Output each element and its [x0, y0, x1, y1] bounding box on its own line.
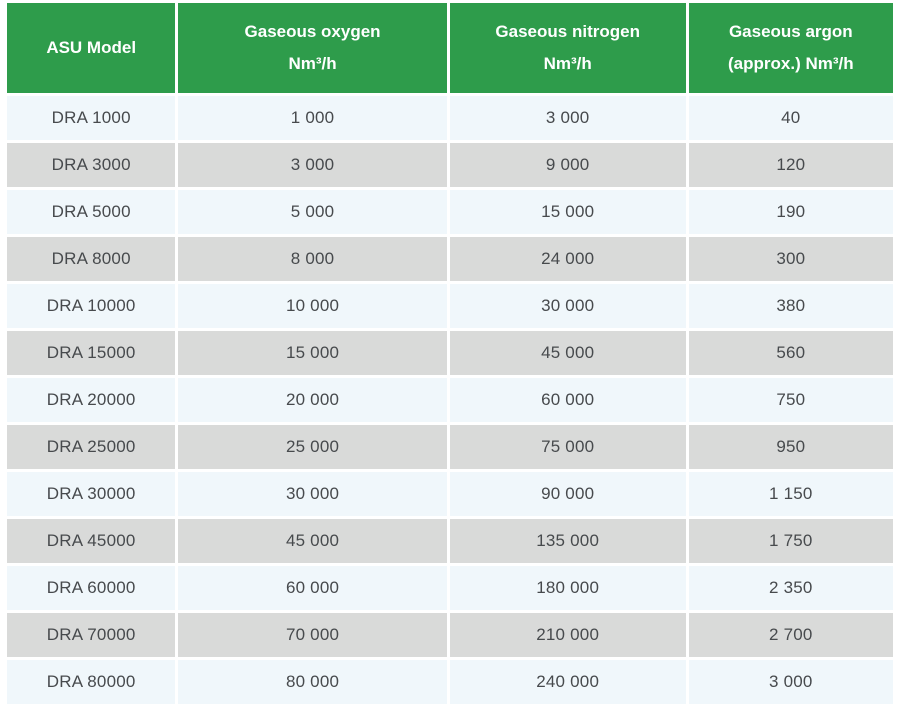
cell-model: DRA 1000 [7, 96, 176, 140]
cell-model: DRA 3000 [7, 143, 176, 187]
header-row: ASU Model Gaseous oxygen Nm³/h Gaseous n… [7, 3, 893, 93]
cell-model: DRA 25000 [7, 425, 176, 469]
column-header-label: Gaseous nitrogen [495, 22, 640, 42]
cell-model: DRA 20000 [7, 378, 176, 422]
cell-oxygen: 30 000 [178, 472, 447, 516]
table-row: DRA 3000 3 000 9 000 120 [7, 143, 893, 187]
cell-argon: 380 [688, 284, 893, 328]
cell-nitrogen: 240 000 [449, 660, 686, 704]
cell-nitrogen: 24 000 [449, 237, 686, 281]
cell-oxygen: 1 000 [178, 96, 447, 140]
column-header-asu-model: ASU Model [7, 3, 176, 93]
cell-nitrogen: 60 000 [449, 378, 686, 422]
table-row: DRA 25000 25 000 75 000 950 [7, 425, 893, 469]
column-header-gaseous-nitrogen: Gaseous nitrogen Nm³/h [449, 3, 686, 93]
cell-nitrogen: 135 000 [449, 519, 686, 563]
cell-model: DRA 60000 [7, 566, 176, 610]
table-row: DRA 20000 20 000 60 000 750 [7, 378, 893, 422]
cell-model: DRA 10000 [7, 284, 176, 328]
cell-nitrogen: 90 000 [449, 472, 686, 516]
cell-argon: 560 [688, 331, 893, 375]
cell-model: DRA 5000 [7, 190, 176, 234]
cell-argon: 1 750 [688, 519, 893, 563]
cell-argon: 750 [688, 378, 893, 422]
cell-argon: 2 700 [688, 613, 893, 657]
cell-nitrogen: 30 000 [449, 284, 686, 328]
table-row: DRA 5000 5 000 15 000 190 [7, 190, 893, 234]
column-header-label: ASU Model [46, 37, 137, 57]
cell-model: DRA 70000 [7, 613, 176, 657]
cell-nitrogen: 45 000 [449, 331, 686, 375]
column-header-gaseous-oxygen: Gaseous oxygen Nm³/h [178, 3, 447, 93]
column-header-label: Gaseous oxygen [244, 22, 381, 42]
cell-argon: 190 [688, 190, 893, 234]
cell-oxygen: 5 000 [178, 190, 447, 234]
cell-model: DRA 15000 [7, 331, 176, 375]
cell-nitrogen: 210 000 [449, 613, 686, 657]
asu-capacity-table: ASU Model Gaseous oxygen Nm³/h Gaseous n… [4, 0, 896, 707]
cell-oxygen: 80 000 [178, 660, 447, 704]
column-header-unit: Nm³/h [543, 53, 592, 73]
table-row: DRA 1000 1 000 3 000 40 [7, 96, 893, 140]
cell-nitrogen: 75 000 [449, 425, 686, 469]
column-header-gaseous-argon: Gaseous argon (approx.) Nm³/h [688, 3, 893, 93]
cell-argon: 40 [688, 96, 893, 140]
cell-oxygen: 25 000 [178, 425, 447, 469]
table-row: DRA 30000 30 000 90 000 1 150 [7, 472, 893, 516]
table-row: DRA 45000 45 000 135 000 1 750 [7, 519, 893, 563]
cell-oxygen: 8 000 [178, 237, 447, 281]
cell-oxygen: 15 000 [178, 331, 447, 375]
table-row: DRA 60000 60 000 180 000 2 350 [7, 566, 893, 610]
cell-nitrogen: 180 000 [449, 566, 686, 610]
table-row: DRA 15000 15 000 45 000 560 [7, 331, 893, 375]
cell-model: DRA 80000 [7, 660, 176, 704]
column-header-unit: (approx.) Nm³/h [728, 53, 854, 73]
cell-nitrogen: 9 000 [449, 143, 686, 187]
column-header-label: Gaseous argon [728, 22, 853, 42]
table-row: DRA 80000 80 000 240 000 3 000 [7, 660, 893, 704]
cell-oxygen: 70 000 [178, 613, 447, 657]
column-header-unit: Nm³/h [288, 53, 337, 73]
table-row: DRA 70000 70 000 210 000 2 700 [7, 613, 893, 657]
cell-argon: 120 [688, 143, 893, 187]
cell-oxygen: 20 000 [178, 378, 447, 422]
cell-oxygen: 60 000 [178, 566, 447, 610]
table-row: DRA 8000 8 000 24 000 300 [7, 237, 893, 281]
cell-model: DRA 45000 [7, 519, 176, 563]
cell-argon: 3 000 [688, 660, 893, 704]
table-row: DRA 10000 10 000 30 000 380 [7, 284, 893, 328]
cell-argon: 2 350 [688, 566, 893, 610]
cell-oxygen: 45 000 [178, 519, 447, 563]
cell-nitrogen: 15 000 [449, 190, 686, 234]
cell-model: DRA 30000 [7, 472, 176, 516]
cell-nitrogen: 3 000 [449, 96, 686, 140]
cell-model: DRA 8000 [7, 237, 176, 281]
cell-argon: 1 150 [688, 472, 893, 516]
cell-oxygen: 3 000 [178, 143, 447, 187]
cell-oxygen: 10 000 [178, 284, 447, 328]
cell-argon: 300 [688, 237, 893, 281]
cell-argon: 950 [688, 425, 893, 469]
